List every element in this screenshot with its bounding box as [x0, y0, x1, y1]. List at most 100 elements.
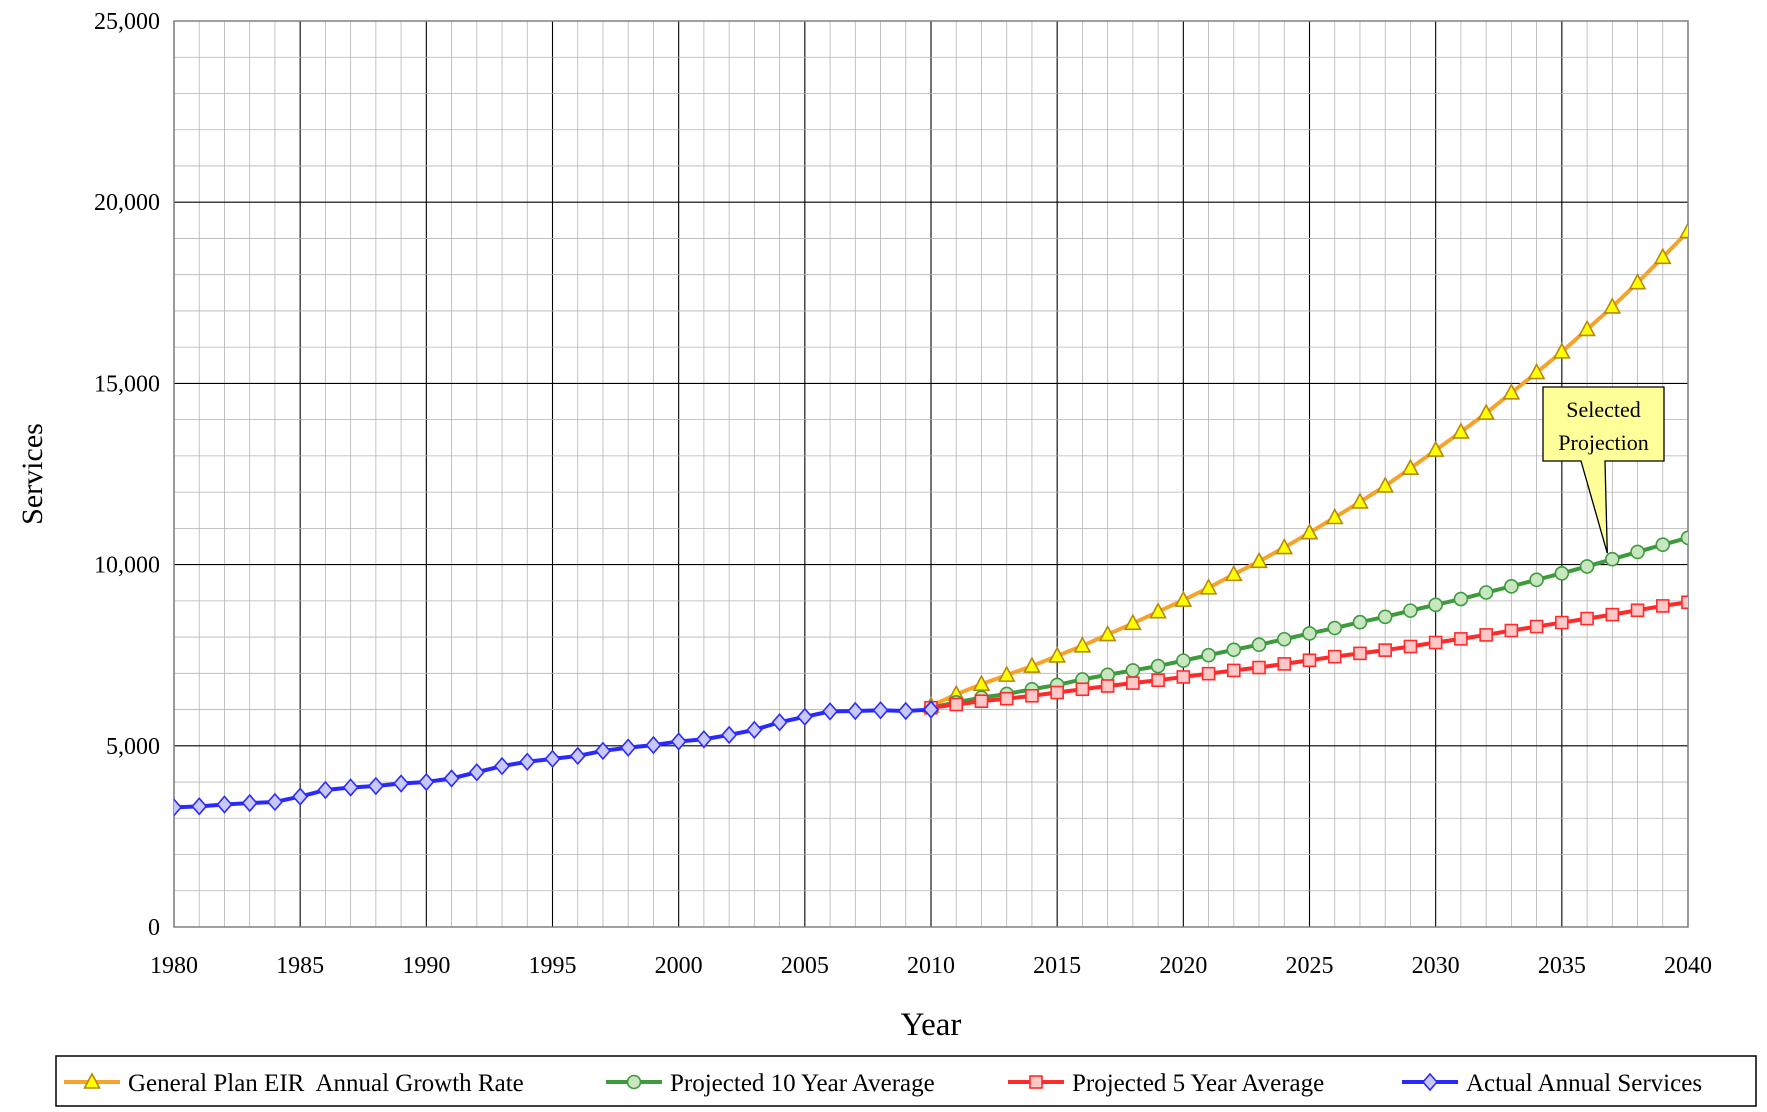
x-tick-label: 2030 [1412, 953, 1460, 979]
data-point [922, 700, 940, 719]
data-point [1098, 624, 1117, 642]
x-tick-label: 2015 [1033, 953, 1081, 979]
data-point [342, 778, 359, 797]
data-point [796, 707, 813, 727]
x-axis-title: Year [901, 1007, 962, 1043]
data-point [1377, 609, 1393, 625]
data-point [1681, 595, 1688, 610]
x-tick-label: 1980 [150, 953, 198, 979]
data-point [1680, 530, 1688, 546]
legend-swatch-marker [626, 1074, 642, 1090]
series-0 [922, 221, 1688, 713]
data-point [1477, 403, 1495, 420]
data-point [1504, 579, 1519, 594]
data-point [1251, 637, 1267, 652]
data-point [670, 732, 687, 751]
data-point [1124, 613, 1142, 631]
data-point [418, 772, 435, 792]
data-point [1428, 635, 1443, 650]
data-point [1679, 221, 1688, 239]
data-point [191, 797, 208, 816]
plot-frame [173, 20, 1689, 928]
legend-item: Actual Annual Services [1402, 1070, 1702, 1097]
data-point [1023, 656, 1041, 673]
data-point [721, 725, 738, 745]
y-tick-label: 25,000 [94, 9, 160, 35]
x-tick-label: 2025 [1286, 953, 1334, 979]
legend-swatch-marker [1421, 1072, 1439, 1092]
data-point [949, 697, 964, 712]
data-point [1529, 572, 1544, 588]
data-point [1578, 319, 1596, 337]
x-axis-ticks: 1980 1985 1990 1995 2000 2005 2010 2015 2020 2025… [150, 953, 1712, 979]
x-tick-label: 2000 [655, 953, 703, 979]
data-point [1630, 544, 1645, 560]
data-point [1176, 670, 1191, 684]
data-point [1580, 611, 1594, 626]
data-point [1048, 646, 1067, 663]
data-point [174, 798, 183, 817]
data-point [1149, 602, 1167, 619]
data-point [1453, 591, 1469, 607]
legend-frame [55, 1055, 1757, 1107]
data-point [1176, 653, 1191, 668]
data-point [216, 795, 233, 814]
data-point [493, 756, 511, 776]
data-point [1426, 440, 1445, 457]
data-point [1478, 585, 1494, 600]
data-point [1552, 342, 1571, 359]
data-point [569, 746, 586, 766]
data-point [974, 694, 989, 709]
data-point [1352, 614, 1368, 630]
data-point [1603, 297, 1622, 314]
series-layer [174, 221, 1688, 817]
x-tick-label: 2005 [781, 953, 829, 979]
data-point [822, 702, 839, 721]
legend: General Plan EIR Annual Growth Rate Proje… [55, 1055, 1757, 1107]
data-point [1075, 682, 1090, 697]
data-point [544, 749, 561, 769]
legend-label: Actual Annual Services [1466, 1070, 1702, 1097]
data-point [1351, 492, 1369, 509]
data-point [594, 741, 612, 761]
y-tick-label: 20,000 [94, 190, 160, 216]
legend-swatch-marker [83, 1072, 101, 1089]
legend-item: Projected 5 Year Average [1008, 1070, 1324, 1097]
data-point [872, 701, 889, 720]
data-point [997, 665, 1016, 682]
data-point [266, 792, 283, 812]
legend-swatch-marker [1029, 1075, 1043, 1089]
data-point [1150, 658, 1166, 674]
data-point [897, 701, 914, 721]
data-point [292, 787, 309, 806]
data-point [393, 774, 410, 793]
data-point [317, 780, 334, 800]
data-point [1403, 639, 1418, 654]
data-point [1224, 564, 1243, 582]
x-tick-label: 2035 [1538, 953, 1586, 979]
data-point [1353, 646, 1367, 661]
data-point [1401, 458, 1420, 476]
data-point [367, 776, 384, 796]
data-point [468, 763, 485, 782]
data-point [645, 735, 662, 755]
data-point [746, 720, 763, 740]
data-point [1275, 537, 1294, 555]
data-point [1151, 673, 1165, 688]
data-point [1226, 642, 1242, 658]
legend-item: Projected 10 Year Average [606, 1070, 935, 1097]
data-point [1479, 628, 1493, 642]
data-point [1502, 383, 1521, 400]
data-point [1653, 247, 1672, 265]
data-point [1300, 523, 1319, 540]
data-point [1555, 615, 1569, 630]
data-point [1628, 272, 1647, 290]
data-point [1529, 619, 1544, 634]
data-point [1403, 603, 1418, 618]
data-point [1454, 632, 1468, 646]
data-point [1327, 620, 1343, 636]
data-point [771, 713, 788, 732]
legend-label: Projected 10 Year Average [670, 1070, 935, 1097]
data-point [999, 691, 1014, 706]
